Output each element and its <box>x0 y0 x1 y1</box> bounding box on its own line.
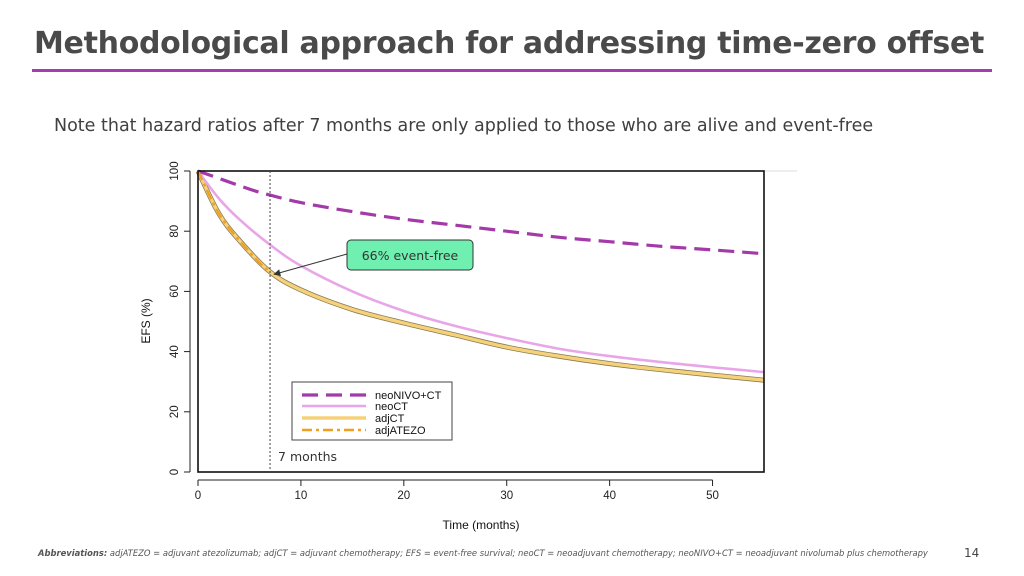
page-number: 14 <box>964 546 980 560</box>
slide-subtitle: Note that hazard ratios after 7 months a… <box>54 116 874 136</box>
y-tick-label-40: 40 <box>169 345 181 358</box>
seven-month-label: 7 months <box>278 449 337 464</box>
legend-label-neonivo-ct: neoNIVO+CT <box>375 390 442 402</box>
x-tick-label-0: 0 <box>195 490 201 502</box>
abbreviations-label: Abbreviations: <box>38 548 108 558</box>
series-line-adjct-outline <box>195 169 765 383</box>
series-line-neonivo-ct <box>197 169 765 256</box>
x-axis-label: Time (months) <box>443 518 520 532</box>
legend-label-adjct: adjCT <box>375 413 405 425</box>
callout-arrow <box>273 253 348 277</box>
x-tick-label-20: 20 <box>397 490 410 502</box>
y-tick-label-0: 0 <box>169 469 181 475</box>
x-tick-label-30: 30 <box>500 490 513 502</box>
series-line-neoct <box>196 170 765 374</box>
y-tick-label-60: 60 <box>169 285 181 298</box>
series-layer <box>195 169 765 383</box>
x-axis: 0 10 20 30 40 50 <box>195 479 719 502</box>
y-tick-label-20: 20 <box>169 405 181 418</box>
slide-title: Methodological approach for addressing t… <box>34 26 985 61</box>
callout-text: 66% event-free <box>362 248 459 263</box>
legend-label-adjatezo: adjATEZO <box>375 425 426 437</box>
y-axis-label: EFS (%) <box>139 298 153 343</box>
x-tick-label-10: 10 <box>295 490 308 502</box>
x-tick-label-40: 40 <box>603 490 616 502</box>
y-tick-label-100: 100 <box>169 161 181 180</box>
x-tick-label-50: 50 <box>706 490 719 502</box>
abbreviations-text: adjATEZO = adjuvant atezolizumab; adjCT … <box>107 548 928 558</box>
plot-frame <box>197 170 765 473</box>
abbreviations-footnote: Abbreviations: adjATEZO = adjuvant atezo… <box>38 548 928 558</box>
y-tick-label-80: 80 <box>169 225 181 238</box>
y-axis: 0 20 40 60 80 100 <box>169 161 191 475</box>
title-underline <box>32 69 992 72</box>
legend-label-neoct: neoCT <box>375 401 408 413</box>
event-free-callout: 66% event-free <box>273 239 474 277</box>
callout-box <box>346 239 474 271</box>
series-line-adjct <box>196 170 765 382</box>
